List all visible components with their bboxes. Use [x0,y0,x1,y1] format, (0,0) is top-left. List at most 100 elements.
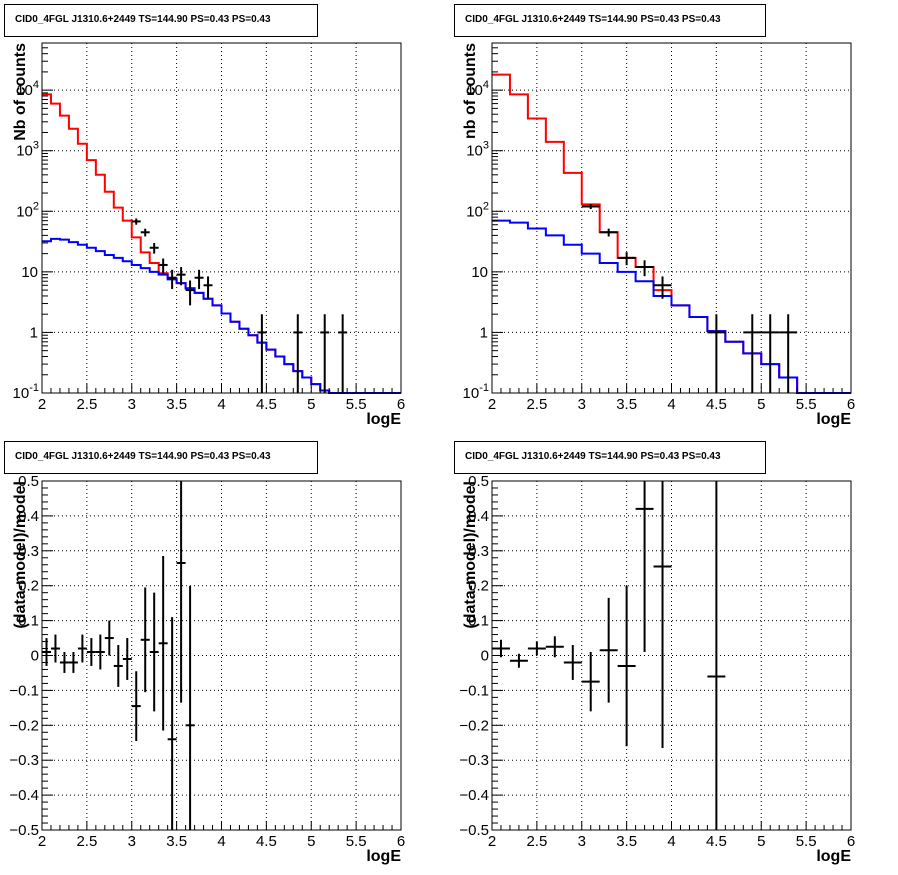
data-point [617,585,636,747]
data-point [635,481,654,653]
x-tick-label: 3 [128,396,136,413]
data-point [68,652,78,673]
data-point [149,242,159,254]
data-point [617,252,636,266]
y-tick-label: 0.4 [18,508,39,525]
plot-title-bottom-right: CID0_4FGL J1310.6+2449 TS=144.90 PS=0.43… [454,441,766,474]
plot-title-top-left: CID0_4FGL J1310.6+2449 TS=144.90 PS=0.43… [4,4,318,37]
x-axis-title: logE [816,411,851,428]
data-point [131,671,141,742]
data-point [761,314,780,393]
y-tick-label: 0.3 [18,543,39,560]
data-point [653,481,672,748]
x-tick-label: 5.5 [796,396,817,413]
x-tick-label: 5 [757,833,765,850]
x-tick-label: 5.5 [346,396,367,413]
data-point [509,653,528,668]
y-tick-label: 104 [466,79,489,99]
x-tick-label: 4.5 [256,833,277,850]
x-tick-label: 4.5 [706,396,727,413]
data-point [167,269,177,290]
y-tick-label: 0.5 [468,473,489,490]
data-point [42,638,51,666]
chart-panel-2: 2 2.5 3 3.5 4 4.5 5 5.5 6 −0.5 −0.4 −0.3 −0.2 −0.1 0 0.… [9,473,405,865]
y-tick-label: 102 [466,200,489,220]
data-point [581,204,600,210]
data-point [545,636,564,658]
data-point [338,314,348,393]
data-point [149,592,159,712]
data-point [104,620,114,656]
y-tick-label: −0.2 [459,717,489,734]
y-tick-label: 0.2 [18,578,39,595]
data-point [563,645,582,680]
x-tick-label: 6 [847,833,855,850]
data-point [653,276,672,299]
x-tick-label: 2 [38,396,46,413]
data-point [707,481,726,830]
data-point [599,228,618,237]
y-tick-label: 0 [31,648,39,665]
plot-title-top-right: CID0_4FGL J1310.6+2449 TS=144.90 PS=0.43… [454,4,766,37]
y-tick-label: 0.1 [468,613,489,630]
data-point [113,645,123,687]
y-tick-label: 0.2 [468,578,489,595]
y-tick-label: 0.3 [468,543,489,560]
x-tick-label: 4 [667,396,675,413]
y-axis-title: Nb of counts [12,43,29,141]
data-point [167,617,177,830]
data-point [140,228,150,237]
x-tick-label: 3.5 [166,833,187,850]
x-tick-label: 4 [667,833,675,850]
y-tick-label: −0.5 [9,822,39,839]
y-tick-label: −0.1 [9,682,39,699]
y-tick-label: −0.5 [459,822,489,839]
data-point [779,314,798,393]
x-axis-title: logE [366,848,401,865]
x-tick-label: 5 [757,396,765,413]
data-point [203,276,213,299]
x-tick-label: 5.5 [796,833,817,850]
x-tick-label: 2 [488,833,496,850]
y-tick-label: 0.1 [18,613,39,630]
y-tick-label: 10 [21,264,38,281]
data-point [131,218,141,225]
chart-panel-1: 2 2.5 3 3.5 4 4.5 5 5.5 6 10-1 1 10 102 103 104 logE nb … [462,42,855,428]
data-point [140,587,150,693]
chart-panel-3: 2 2.5 3 3.5 4 4.5 5 5.5 6 −0.5 −0.4 −0.3 −0.2 −0.1 0 0.… [459,473,855,865]
x-tick-label: 2.5 [76,396,97,413]
x-tick-label: 6 [397,396,405,413]
y-tick-label: 10 [471,264,488,281]
data-point [527,641,546,656]
x-tick-label: 2.5 [76,833,97,850]
x-tick-label: 6 [397,833,405,850]
data-point [635,260,654,277]
x-tick-label: 4 [217,833,225,850]
plot-title-bottom-left: CID0_4FGL J1310.6+2449 TS=144.90 PS=0.43… [4,441,318,474]
y-tick-label: 10-1 [463,382,489,402]
data-point [158,258,168,274]
data-point [185,585,195,830]
y-tick-label: 0 [481,648,489,665]
x-tick-label: 3 [128,833,136,850]
x-tick-label: 4.5 [706,833,727,850]
data-point [59,652,69,673]
x-tick-label: 3 [578,396,586,413]
data-point [743,314,762,393]
y-tick-label: 0.4 [468,508,489,525]
x-tick-label: 2.5 [526,833,547,850]
y-axis-title: nb of counts [462,43,479,139]
x-tick-label: 2.5 [526,396,547,413]
data-point [320,314,330,393]
x-tick-label: 2 [488,396,496,413]
data-point [293,314,303,393]
x-tick-label: 5 [307,396,315,413]
x-tick-label: 3.5 [166,396,187,413]
y-tick-label: 102 [16,200,39,220]
data-point [86,638,96,666]
x-tick-label: 4.5 [256,396,277,413]
y-tick-label: 0.5 [18,473,39,490]
y-tick-label: 1 [480,324,488,341]
data-point [707,314,726,393]
